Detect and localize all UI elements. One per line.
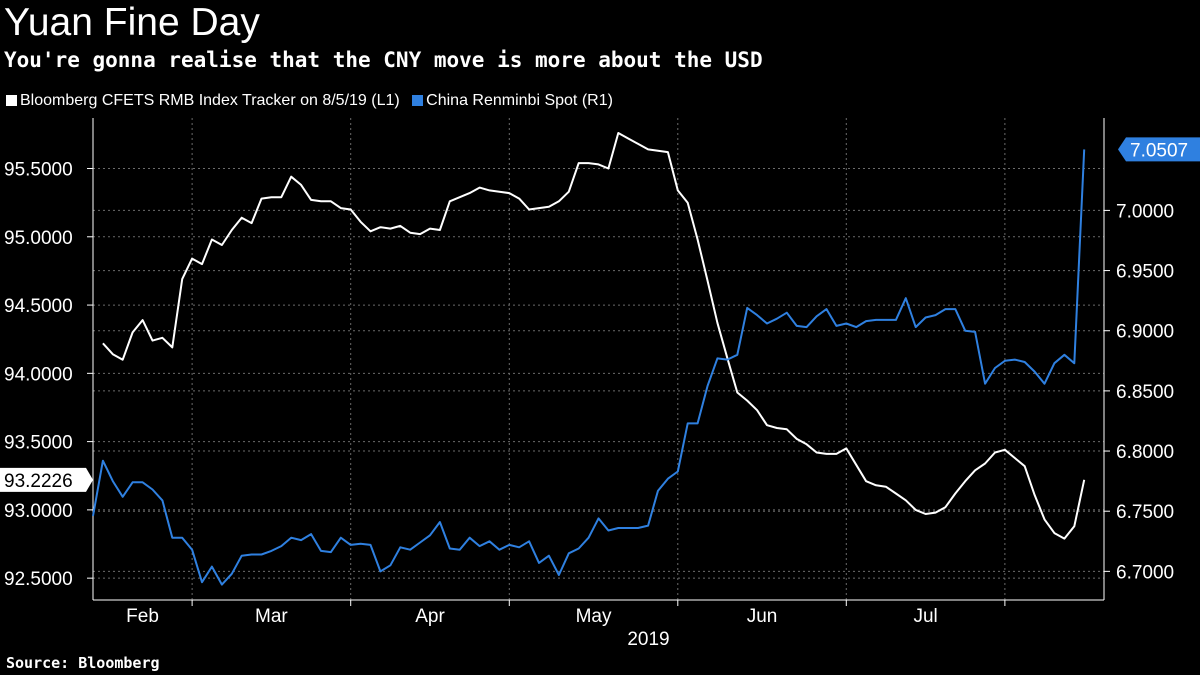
x-tick-label: Apr [415, 606, 445, 627]
right-tick-label: 6.8500 [1116, 382, 1174, 403]
left-tick-label: 95.0000 [4, 228, 73, 249]
x-tick-label: Mar [255, 606, 288, 627]
x-tick-label: Jun [747, 606, 778, 627]
series-line-cfets-index [102, 132, 1086, 540]
left-tick-label: 94.5000 [4, 296, 73, 317]
legend-swatch-blue [412, 95, 424, 106]
x-axis-label: 2019 [627, 629, 669, 650]
last-value-label-left: 93.2226 [4, 471, 73, 492]
left-tick-label: 93.5000 [4, 433, 73, 454]
left-tick-label: 94.0000 [4, 364, 73, 385]
legend-label-left-series: Bloomberg CFETS RMB Index Tracker on 8/5… [20, 92, 400, 109]
right-tick-label: 6.7500 [1116, 502, 1174, 523]
last-value-callout-left [0, 467, 93, 492]
series-line-renminbi-spot [92, 149, 1086, 586]
legend-swatch-white [6, 95, 17, 106]
legend-item-right-series: China Renminbi Spot (R1) [412, 90, 613, 112]
right-tick-label: 6.9500 [1116, 262, 1174, 283]
legend-label-right-series: China Renminbi Spot (R1) [426, 92, 613, 109]
right-tick-label: 7.0000 [1116, 201, 1174, 222]
legend: Bloomberg CFETS RMB Index Tracker on 8/5… [6, 90, 621, 112]
source-note: Source: Bloomberg [6, 654, 160, 672]
left-tick-label: 92.5000 [4, 569, 73, 590]
right-tick-label: 6.7000 [1116, 562, 1174, 583]
x-tick-label: Feb [126, 606, 159, 627]
right-tick-label: 6.8000 [1116, 442, 1174, 463]
chart-title: Yuan Fine Day [4, 1, 260, 44]
x-tick-label: Jul [913, 606, 937, 627]
left-tick-label: 93.0000 [4, 501, 73, 522]
last-value-label-right: 7.0507 [1130, 140, 1188, 161]
left-tick-label: 95.5000 [4, 160, 73, 181]
legend-item-left-series: Bloomberg CFETS RMB Index Tracker on 8/5… [6, 90, 400, 112]
x-tick-label: May [576, 606, 612, 627]
last-value-callout-right [1118, 137, 1200, 162]
chart-subtitle: You're gonna realise that the CNY move i… [4, 48, 763, 72]
right-tick-label: 6.9000 [1116, 322, 1174, 343]
